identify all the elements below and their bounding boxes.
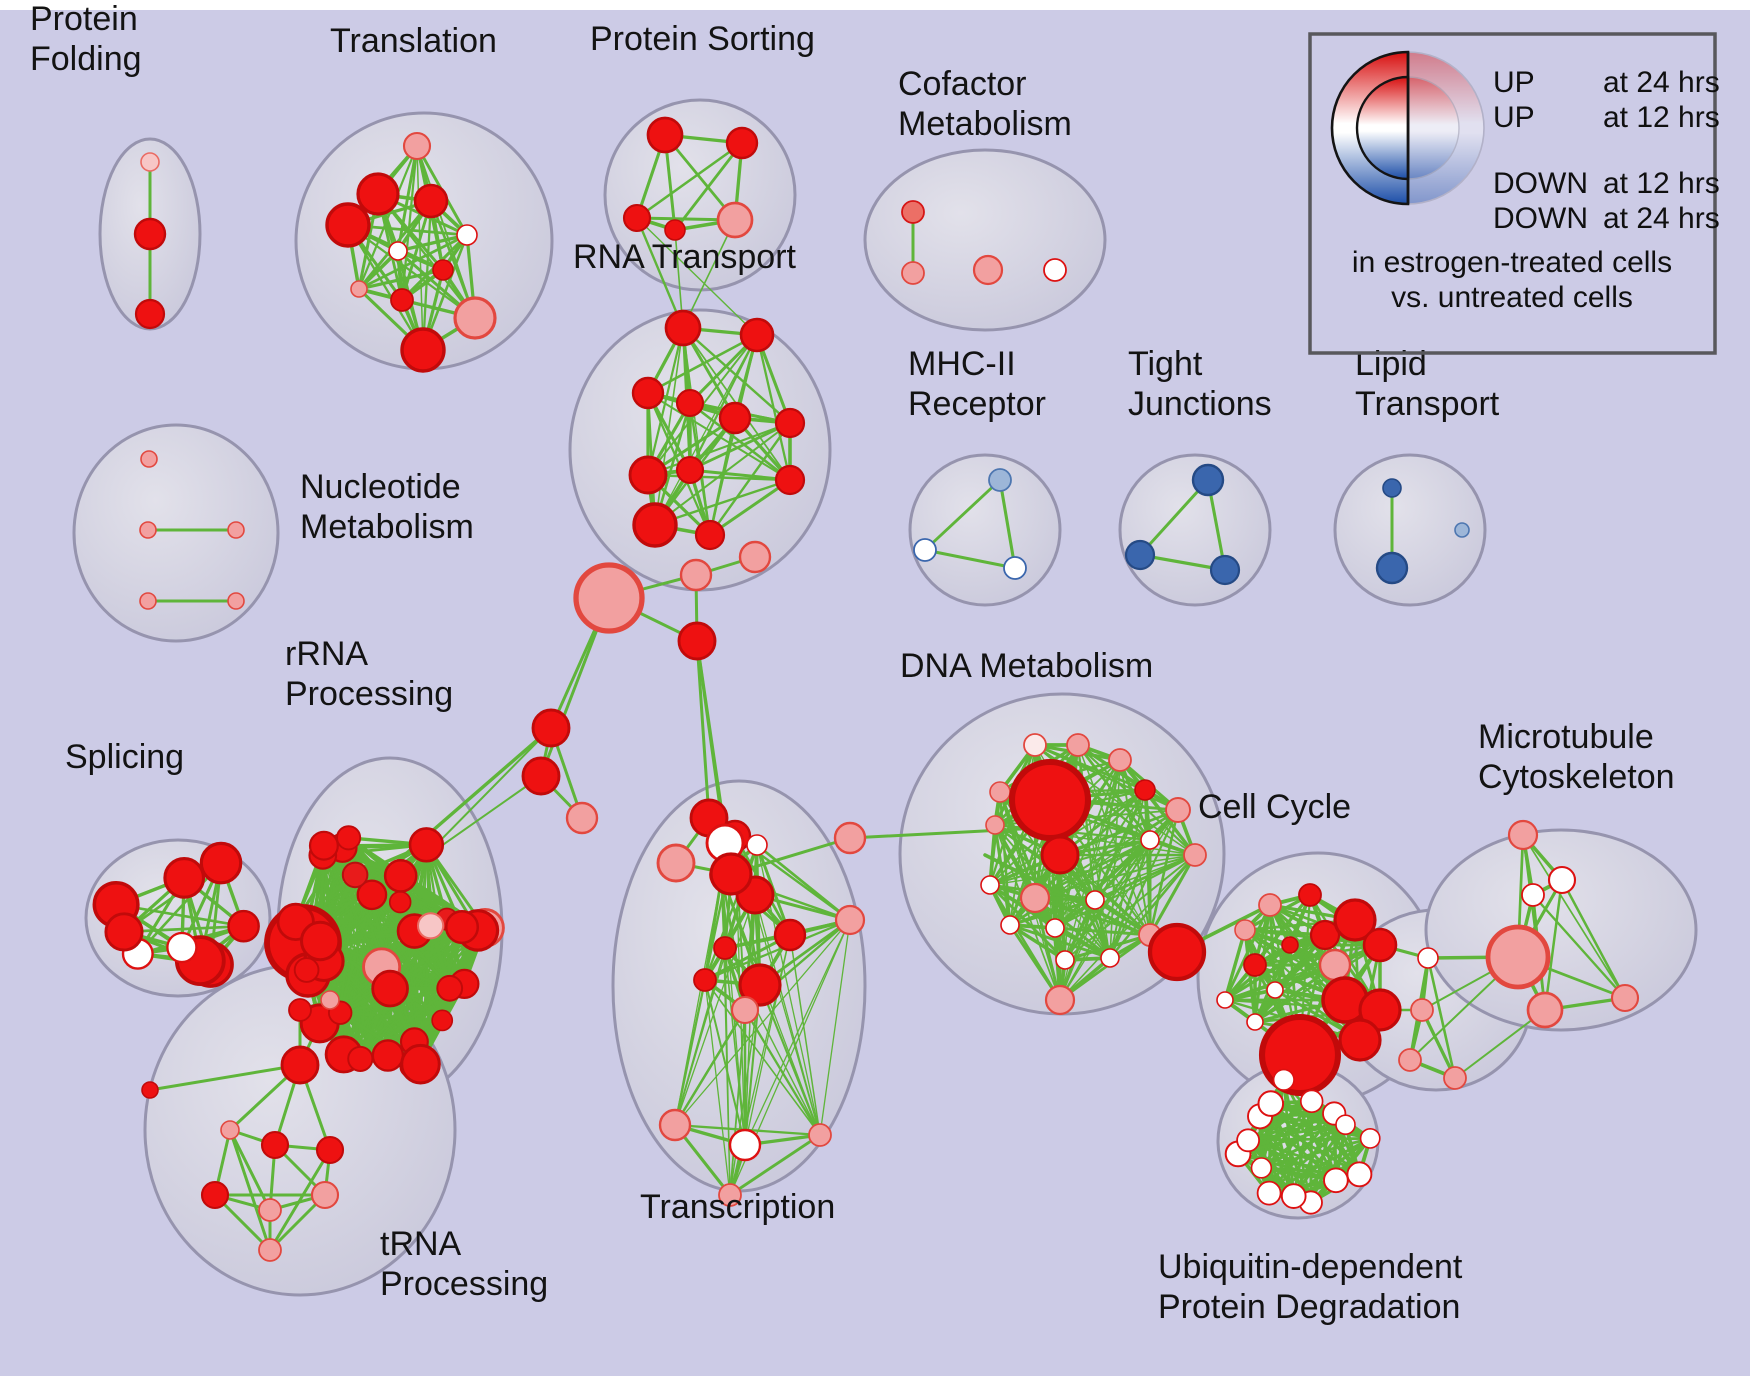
svg-text:UP: UP	[1493, 66, 1535, 99]
svg-text:Nucleotide: Nucleotide	[300, 468, 461, 506]
svg-text:Receptor: Receptor	[908, 385, 1046, 423]
svg-text:Transport: Transport	[1355, 385, 1500, 423]
svg-text:vs. untreated cells: vs. untreated cells	[1391, 281, 1633, 314]
svg-text:Processing: Processing	[380, 1265, 548, 1303]
svg-text:Cytoskeleton: Cytoskeleton	[1478, 758, 1675, 796]
svg-text:Metabolism: Metabolism	[898, 105, 1072, 143]
svg-text:Translation: Translation	[330, 22, 497, 60]
svg-text:Cell Cycle: Cell Cycle	[1198, 788, 1351, 826]
svg-text:DNA Metabolism: DNA Metabolism	[900, 647, 1153, 685]
svg-text:Protein: Protein	[30, 0, 138, 38]
svg-text:Microtubule: Microtubule	[1478, 718, 1654, 756]
svg-text:Ubiquitin-dependent: Ubiquitin-dependent	[1158, 1248, 1463, 1286]
svg-text:Splicing: Splicing	[65, 738, 184, 776]
svg-text:Tight: Tight	[1128, 345, 1203, 383]
svg-text:tRNA: tRNA	[380, 1225, 462, 1263]
svg-text:DOWN: DOWN	[1493, 167, 1588, 200]
svg-text:UP: UP	[1493, 101, 1535, 134]
svg-text:Protein Degradation: Protein Degradation	[1158, 1288, 1460, 1326]
svg-text:RNA Transport: RNA Transport	[573, 238, 797, 276]
svg-text:Metabolism: Metabolism	[300, 508, 474, 546]
svg-text:MHC-II: MHC-II	[908, 345, 1016, 383]
svg-text:Folding: Folding	[30, 40, 142, 78]
svg-text:Cofactor: Cofactor	[898, 65, 1027, 103]
svg-text:Lipid: Lipid	[1355, 345, 1427, 383]
svg-text:in estrogen-treated cells: in estrogen-treated cells	[1352, 246, 1672, 279]
svg-text:Processing: Processing	[285, 675, 453, 713]
svg-text:at 12 hrs: at 12 hrs	[1603, 167, 1720, 200]
svg-text:DOWN: DOWN	[1493, 202, 1588, 235]
svg-text:Junctions: Junctions	[1128, 385, 1272, 423]
svg-text:at 24 hrs: at 24 hrs	[1603, 66, 1720, 99]
svg-text:rRNA: rRNA	[285, 635, 368, 673]
svg-text:at 24 hrs: at 24 hrs	[1603, 202, 1720, 235]
svg-text:at 12 hrs: at 12 hrs	[1603, 101, 1720, 134]
svg-text:Transcription: Transcription	[640, 1188, 835, 1226]
svg-text:Protein Sorting: Protein Sorting	[590, 20, 815, 58]
